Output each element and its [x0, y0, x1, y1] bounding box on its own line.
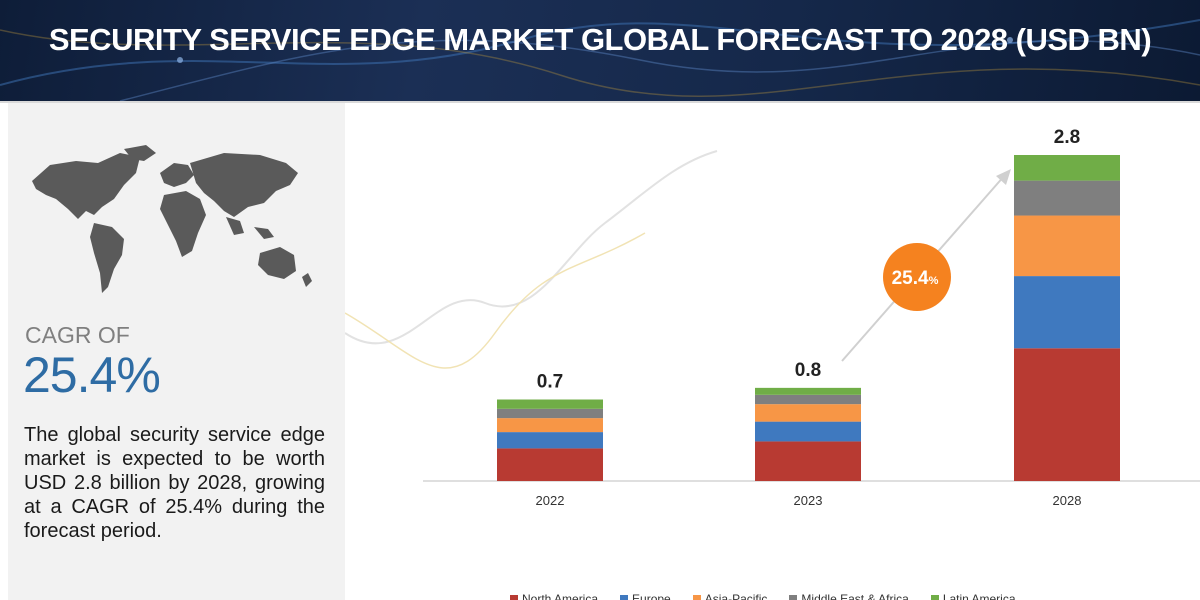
bar-segment-2028-latin-america	[1014, 155, 1120, 181]
cagr-label: CAGR OF	[25, 322, 130, 348]
bar-segment-2022-europe	[497, 432, 603, 449]
bar-total-label: 0.7	[537, 372, 563, 393]
legend-label: Asia-Pacific	[704, 592, 768, 600]
bar-segment-2022-middle-east-africa	[497, 408, 603, 419]
cagr-value: 25.4%	[23, 347, 161, 403]
bar-segment-2022-asia-pacific	[497, 418, 603, 433]
bar-segment-2023-north-america	[755, 441, 861, 481]
legend-swatch	[510, 595, 518, 600]
legend-label: Middle East & Africa	[801, 592, 909, 600]
legend-label: North America	[522, 592, 599, 600]
legend-swatch	[620, 595, 629, 600]
bar-segment-2023-middle-east-africa	[755, 394, 861, 405]
bar-segment-2028-north-america	[1014, 348, 1120, 481]
x-tick-label: 2028	[1053, 493, 1082, 508]
legend-swatch	[930, 595, 939, 600]
banner-divider	[0, 101, 1200, 103]
x-tick-label: 2022	[536, 493, 565, 508]
banner-background-art	[0, 19, 1200, 101]
legend-item: North America	[510, 592, 598, 600]
bar-segment-2028-asia-pacific	[1014, 215, 1120, 277]
legend-item: Europe	[620, 592, 671, 600]
bar-segment-2022-latin-america	[497, 399, 603, 409]
bar-segment-2028-middle-east-africa	[1014, 180, 1120, 216]
stacked-bar-chart: 0.7 2022 0.8 2023 2.8 2028 25.4%	[345, 127, 1200, 508]
legend-label: Latin America	[942, 592, 1016, 600]
world-map-icon	[32, 145, 312, 293]
bar-total-label: 0.8	[795, 360, 821, 381]
decorative-curve	[345, 150, 718, 345]
bar-segment-2022-north-america	[497, 448, 603, 481]
bar-segment-2023-europe	[755, 421, 861, 442]
growth-arrow-head	[996, 169, 1011, 185]
legend-swatch	[692, 595, 701, 600]
header-banner: SECURITY SERVICE EDGE MARKET GLOBAL FORE…	[0, 0, 1200, 101]
summary-panel: CAGR OF 25.4% The global security servic…	[8, 103, 345, 600]
legend-label: Europe	[632, 592, 671, 600]
legend-item: Middle East & Africa	[789, 592, 909, 600]
legend-swatch	[789, 595, 798, 600]
bar-segment-2023-asia-pacific	[755, 404, 861, 422]
x-tick-label: 2023	[794, 493, 823, 508]
legend-item: Asia-Pacific	[692, 592, 768, 600]
bar-total-label: 2.8	[1054, 127, 1080, 148]
market-description: The global security service edge market …	[24, 424, 325, 542]
cagr-badge-label: 25.4%	[892, 268, 939, 289]
page-title: SECURITY SERVICE EDGE MARKET GLOBAL FORE…	[48, 22, 1152, 57]
bar-segment-2023-latin-america	[755, 387, 861, 395]
bar-segment-2028-europe	[1014, 276, 1120, 349]
legend-item: Latin America	[930, 592, 1016, 600]
decorative-curve	[345, 232, 646, 369]
cagr-badge	[883, 243, 951, 311]
chart-legend: North America Europe Asia-Pacific Middle Ea…	[510, 590, 1070, 600]
